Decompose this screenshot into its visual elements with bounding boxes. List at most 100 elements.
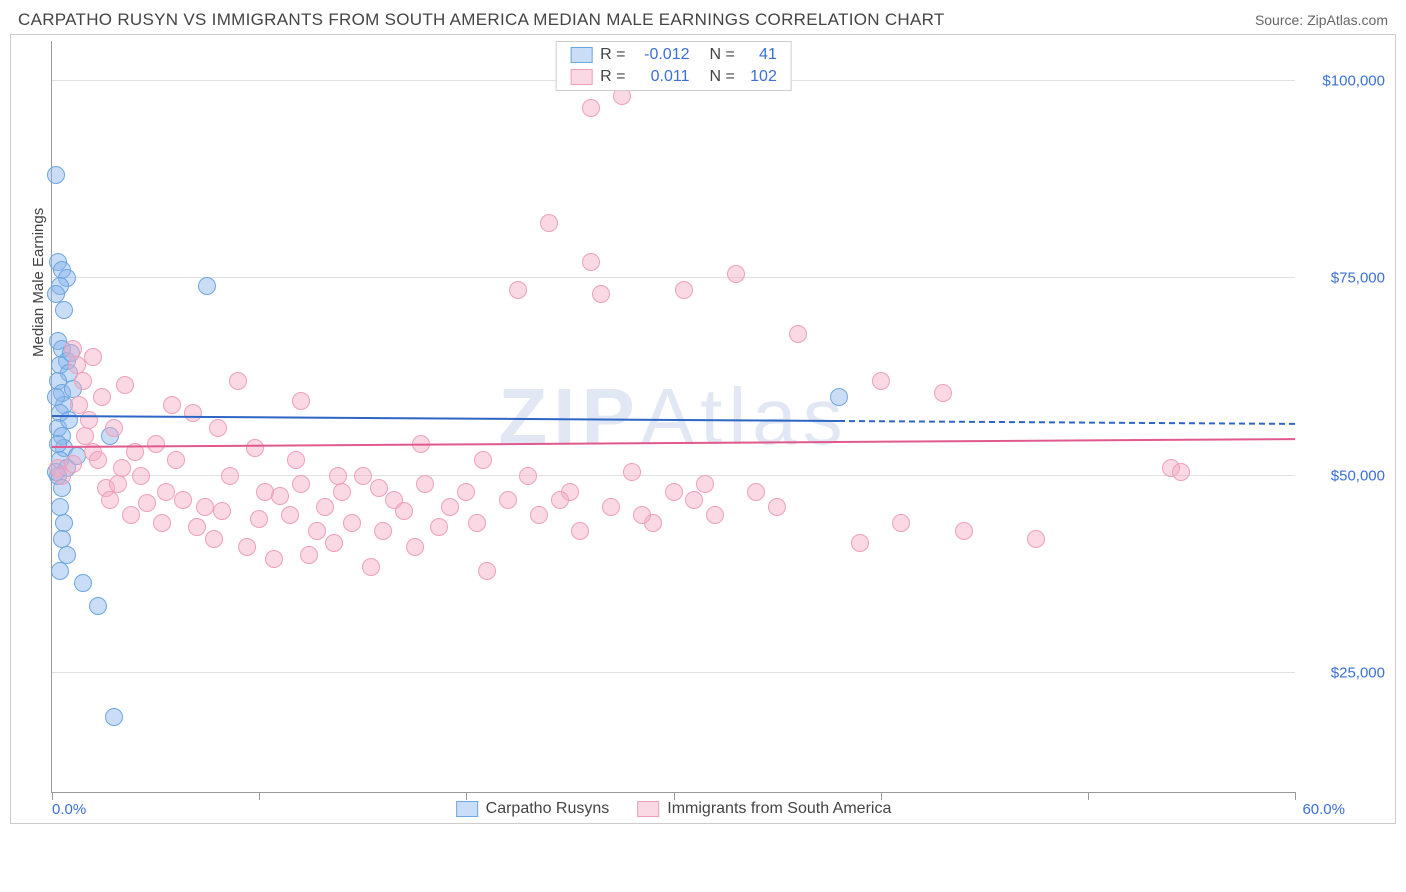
scatter-point-b	[184, 404, 202, 422]
scatter-point-b	[727, 265, 745, 283]
x-tick-label-end: 60.0%	[1302, 801, 1345, 818]
scatter-point-a	[830, 388, 848, 406]
plot-area: ZIPAtlas Median Male Earnings R = -0.012…	[51, 41, 1295, 793]
scatter-point-b	[167, 451, 185, 469]
y-tick-label: $75,000	[1305, 270, 1385, 287]
scatter-point-b	[416, 475, 434, 493]
scatter-point-b	[281, 506, 299, 524]
scatter-point-b	[265, 550, 283, 568]
scatter-point-b	[325, 534, 343, 552]
scatter-point-b	[685, 491, 703, 509]
scatter-point-b	[292, 475, 310, 493]
series-b-label: Immigrants from South America	[667, 800, 891, 818]
scatter-point-b	[70, 396, 88, 414]
scatter-point-b	[316, 498, 334, 516]
y-tick-label: $100,000	[1305, 72, 1385, 89]
scatter-point-b	[221, 467, 239, 485]
scatter-point-b	[582, 99, 600, 117]
scatter-point-b	[89, 451, 107, 469]
scatter-point-b	[64, 455, 82, 473]
scatter-point-b	[174, 491, 192, 509]
x-tick-label-start: 0.0%	[52, 801, 86, 818]
scatter-point-b	[80, 411, 98, 429]
scatter-point-b	[213, 502, 231, 520]
scatter-point-b	[955, 522, 973, 540]
legend-stats-row-a: R = -0.012 N = 41	[556, 44, 791, 66]
scatter-point-b	[93, 388, 111, 406]
scatter-point-b	[157, 483, 175, 501]
scatter-point-b	[300, 546, 318, 564]
scatter-point-b	[101, 491, 119, 509]
source-attribution: Source: ZipAtlas.com	[1255, 12, 1388, 28]
scatter-point-b	[132, 467, 150, 485]
scatter-point-b	[623, 463, 641, 481]
scatter-point-a	[55, 301, 73, 319]
scatter-point-b	[499, 491, 517, 509]
scatter-point-b	[292, 392, 310, 410]
regression-line-b	[52, 438, 1295, 448]
gridline-h	[52, 672, 1295, 673]
legend-series: Carpatho Rusyns Immigrants from South Am…	[456, 800, 892, 818]
scatter-point-b	[163, 396, 181, 414]
scatter-point-b	[768, 498, 786, 516]
x-tick	[259, 792, 260, 800]
scatter-point-b	[238, 538, 256, 556]
scatter-point-b	[457, 483, 475, 501]
swatch-series-a	[570, 47, 592, 63]
scatter-point-b	[250, 510, 268, 528]
scatter-point-b	[592, 285, 610, 303]
scatter-point-b	[362, 558, 380, 576]
scatter-point-b	[468, 514, 486, 532]
scatter-point-b	[229, 372, 247, 390]
scatter-point-a	[51, 562, 69, 580]
x-tick	[1295, 792, 1296, 800]
legend-item-b: Immigrants from South America	[637, 800, 891, 818]
scatter-point-b	[665, 483, 683, 501]
scatter-point-b	[1027, 530, 1045, 548]
x-tick	[881, 792, 882, 800]
scatter-point-b	[138, 494, 156, 512]
scatter-point-b	[84, 348, 102, 366]
y-axis-label: Median Male Earnings	[30, 207, 47, 356]
x-tick	[52, 792, 53, 800]
scatter-point-b	[551, 491, 569, 509]
scatter-point-b	[633, 506, 651, 524]
scatter-point-a	[74, 574, 92, 592]
swatch-series-a	[456, 801, 478, 817]
scatter-point-b	[892, 514, 910, 532]
scatter-point-b	[271, 487, 289, 505]
scatter-point-b	[354, 467, 372, 485]
scatter-point-b	[370, 479, 388, 497]
scatter-point-b	[441, 498, 459, 516]
scatter-point-a	[89, 597, 107, 615]
y-tick-label: $50,000	[1305, 467, 1385, 484]
chart-title: CARPATHO RUSYN VS IMMIGRANTS FROM SOUTH …	[18, 10, 945, 30]
n-value-b: 102	[743, 68, 777, 86]
scatter-point-b	[113, 459, 131, 477]
scatter-point-b	[374, 522, 392, 540]
legend-item-a: Carpatho Rusyns	[456, 800, 610, 818]
scatter-point-b	[851, 534, 869, 552]
scatter-point-a	[47, 388, 65, 406]
scatter-point-b	[153, 514, 171, 532]
x-tick	[466, 792, 467, 800]
regression-line-a	[52, 415, 839, 422]
scatter-point-b	[196, 498, 214, 516]
n-value-a: 41	[743, 46, 777, 64]
r-value-a: -0.012	[634, 46, 690, 64]
scatter-point-a	[198, 277, 216, 295]
scatter-point-b	[109, 475, 127, 493]
scatter-point-b	[540, 214, 558, 232]
scatter-point-b	[246, 439, 264, 457]
scatter-point-b	[934, 384, 952, 402]
scatter-point-a	[49, 435, 67, 453]
scatter-point-b	[519, 467, 537, 485]
scatter-point-b	[509, 281, 527, 299]
scatter-point-b	[872, 372, 890, 390]
r-label: R =	[600, 68, 625, 86]
scatter-point-b	[530, 506, 548, 524]
scatter-point-b	[395, 502, 413, 520]
scatter-point-b	[343, 514, 361, 532]
scatter-point-b	[205, 530, 223, 548]
scatter-point-a	[105, 708, 123, 726]
